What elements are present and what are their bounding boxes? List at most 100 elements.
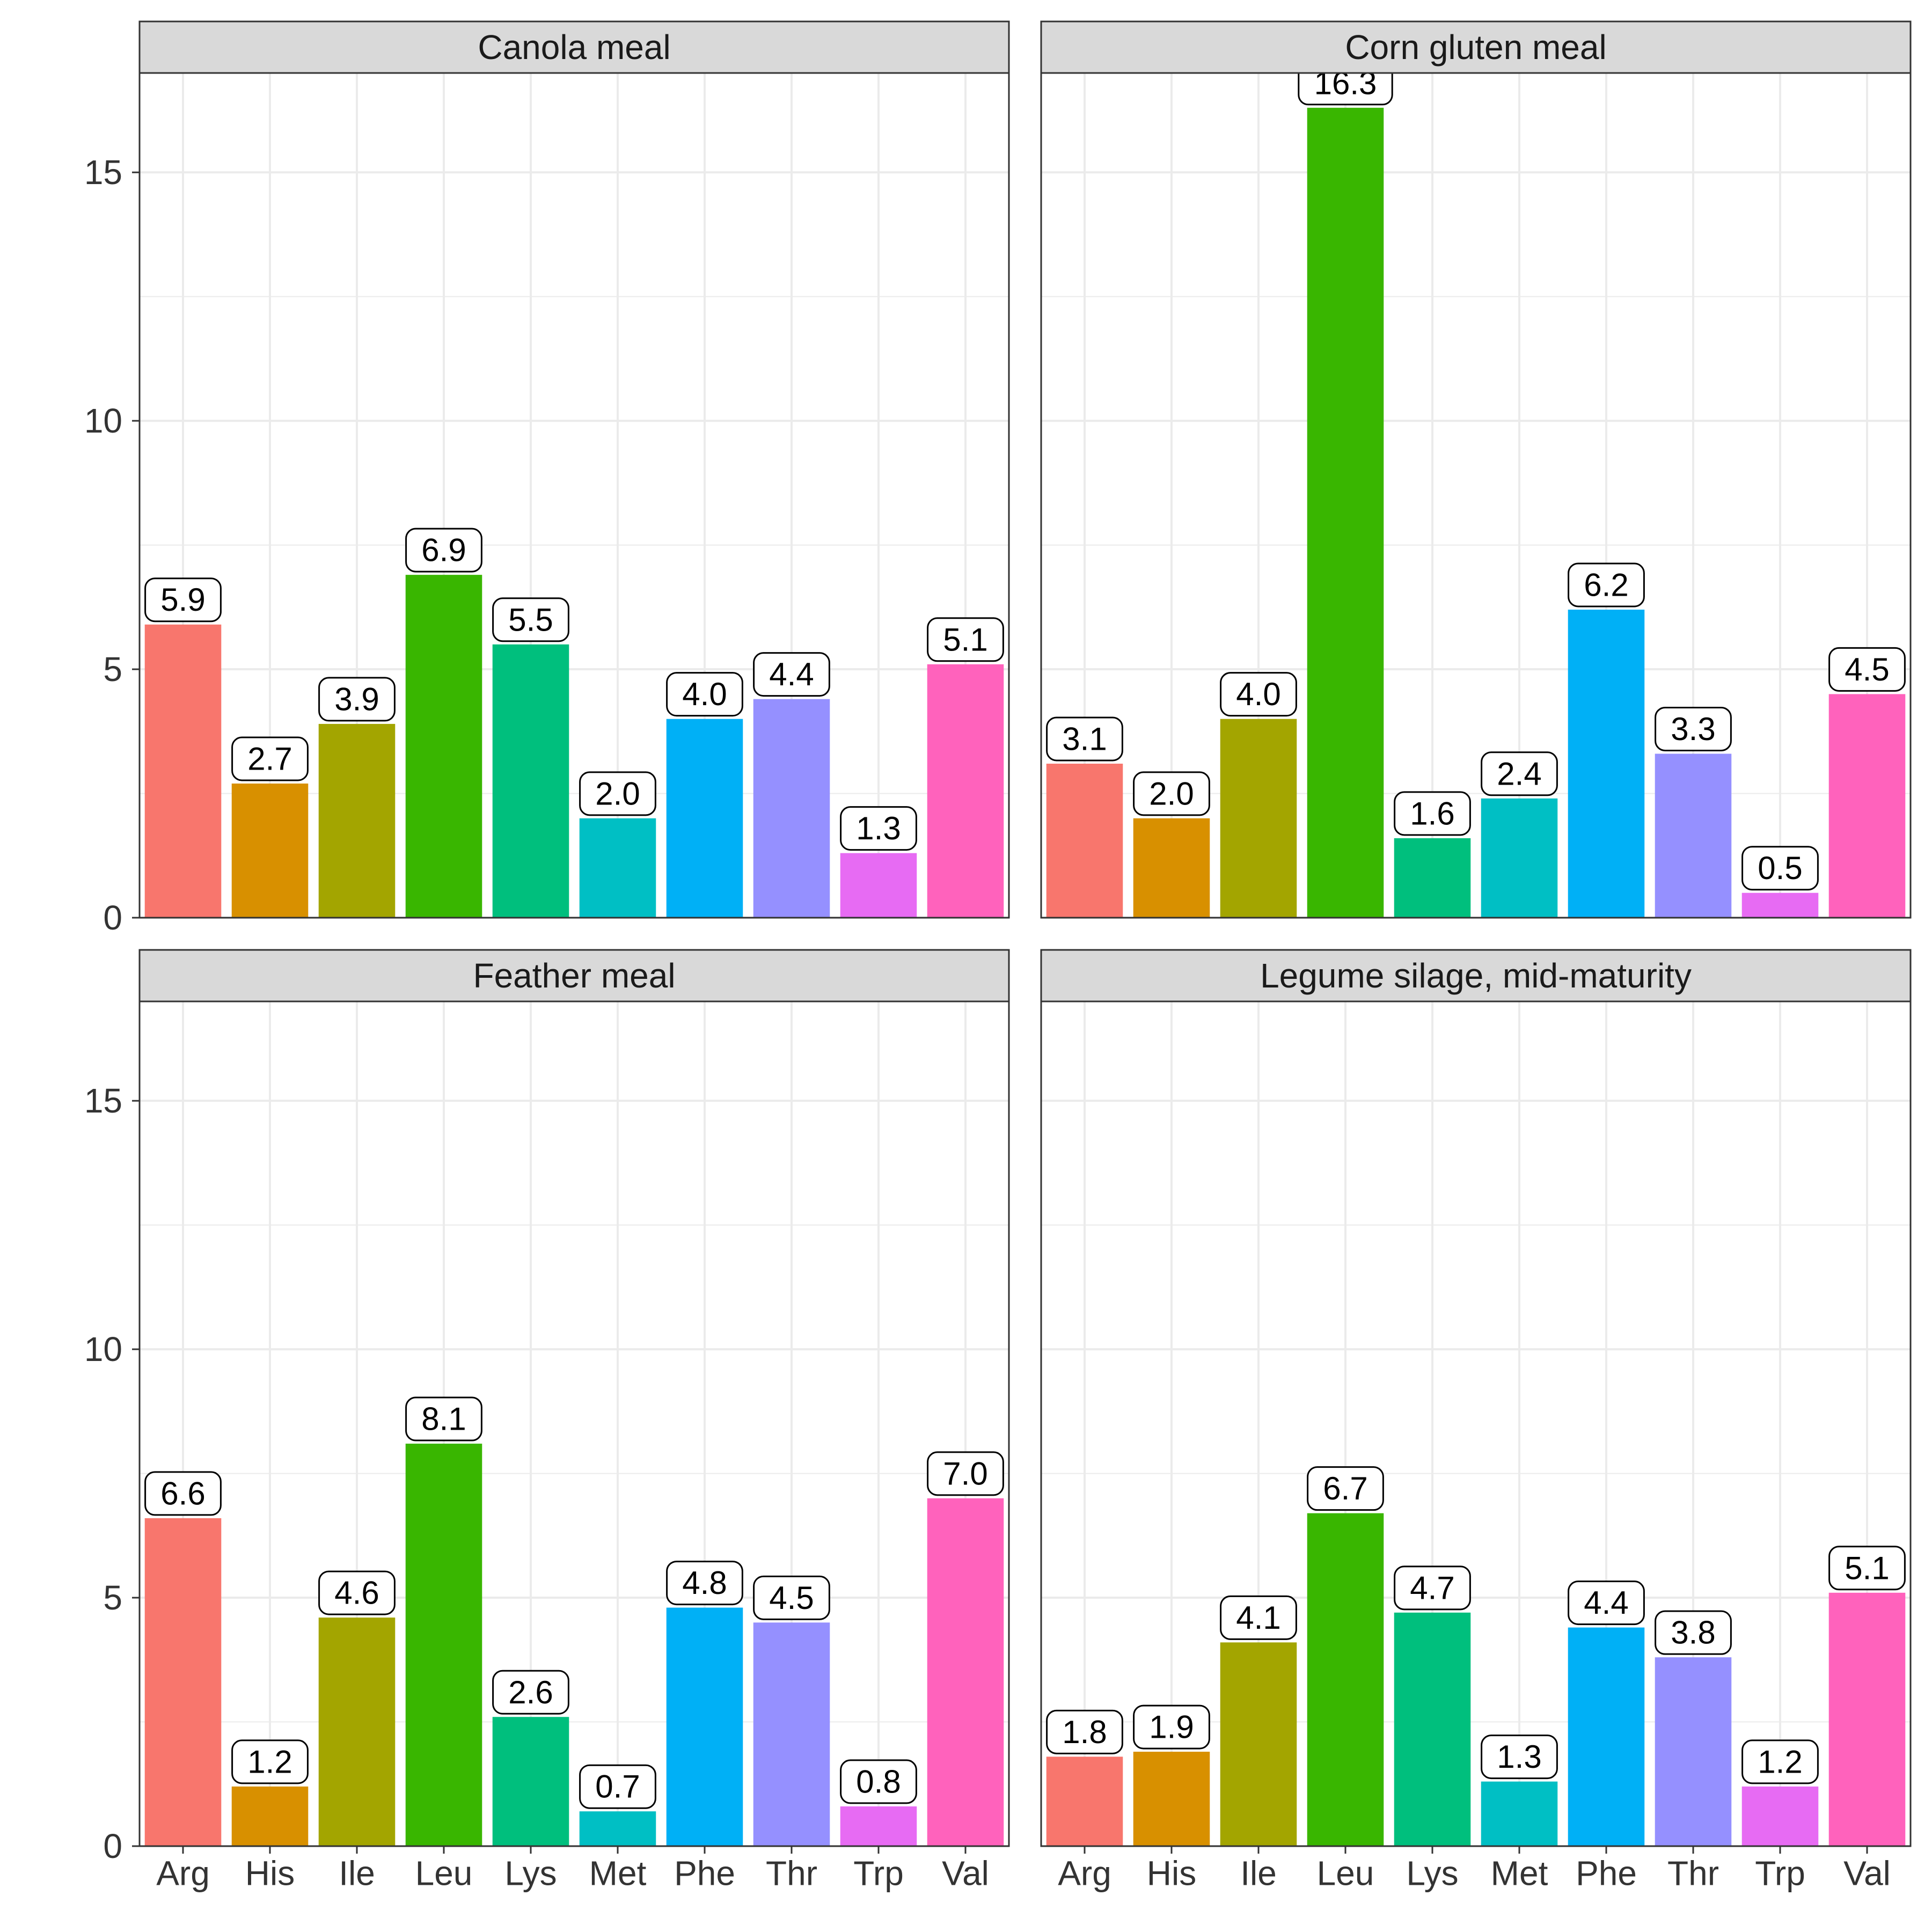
- x-tick-label: Met: [1491, 1854, 1548, 1892]
- bar-arg: [1046, 1757, 1123, 1846]
- value-label-text: 2.7: [247, 741, 292, 777]
- value-label-text: 4.6: [334, 1575, 379, 1611]
- bar-arg: [145, 625, 222, 918]
- value-label-text: 4.7: [1410, 1570, 1454, 1606]
- value-label-text: 5.5: [508, 602, 553, 638]
- value-label-text: 3.9: [334, 681, 379, 717]
- x-tick-label: Phe: [674, 1854, 735, 1892]
- value-label-text: 0.5: [1758, 850, 1802, 886]
- value-label-text: 1.6: [1410, 795, 1454, 831]
- bar-phe: [1568, 1628, 1645, 1846]
- value-label-text: 2.6: [508, 1674, 553, 1710]
- value-label-text: 5.9: [160, 582, 205, 618]
- value-label-text: 6.2: [1584, 567, 1628, 603]
- bar-leu: [406, 575, 482, 918]
- value-label-text: 1.2: [247, 1744, 292, 1780]
- value-label-text: 4.0: [682, 676, 727, 712]
- bar-val: [927, 664, 1004, 918]
- x-tick-label: Trp: [1755, 1854, 1805, 1892]
- value-label-text: 5.1: [943, 621, 987, 657]
- value-label-text: 3.3: [1671, 711, 1715, 747]
- y-tick-label: 10: [84, 401, 122, 440]
- y-tick-label: 15: [84, 1081, 122, 1120]
- bar-trp: [840, 853, 917, 918]
- value-label-text: 2.0: [595, 775, 640, 811]
- x-tick-label: Trp: [853, 1854, 904, 1892]
- y-tick-label: 0: [103, 1827, 122, 1865]
- chart-svg: 5.92.73.96.95.52.04.04.41.35.1Canola mea…: [0, 0, 1932, 1932]
- x-tick-label: Thr: [766, 1854, 817, 1892]
- bar-thr: [1655, 1657, 1732, 1846]
- facet-title: Corn gluten meal: [1345, 28, 1606, 67]
- value-label-text: 4.0: [1236, 676, 1280, 712]
- value-label-text: 4.5: [769, 1580, 814, 1616]
- bar-lys: [493, 645, 569, 918]
- bar-thr: [753, 1622, 830, 1846]
- bar-thr: [1655, 753, 1732, 918]
- bar-his: [1133, 818, 1210, 918]
- bar-met: [580, 1811, 656, 1846]
- bar-trp: [1742, 1787, 1819, 1846]
- facet-title: Legume silage, mid-maturity: [1260, 956, 1692, 995]
- bar-met: [1481, 1782, 1558, 1846]
- bar-ile: [319, 1618, 396, 1846]
- bar-met: [1481, 799, 1558, 918]
- y-tick-label: 5: [103, 1578, 122, 1617]
- value-label-text: 6.9: [421, 532, 466, 568]
- bar-his: [232, 784, 309, 918]
- value-label-text: 1.9: [1149, 1709, 1194, 1745]
- x-tick-label: Leu: [415, 1854, 473, 1892]
- value-label-text: 8.1: [421, 1401, 466, 1437]
- value-label-text: 7.0: [943, 1455, 987, 1491]
- x-tick-label: Arg: [156, 1854, 210, 1892]
- value-label-text: 2.0: [1149, 775, 1194, 811]
- bar-his: [1133, 1752, 1210, 1846]
- facet-panel: 1.81.94.16.74.71.34.43.81.25.1Legume sil…: [1041, 950, 1911, 1892]
- bar-arg: [145, 1518, 222, 1846]
- y-tick-label: 15: [84, 153, 122, 192]
- value-label-text: 0.7: [595, 1769, 640, 1805]
- value-label-text: 2.4: [1497, 756, 1541, 792]
- x-tick-label: Val: [1843, 1854, 1891, 1892]
- bar-ile: [1220, 1642, 1297, 1846]
- value-label-text: 4.8: [682, 1565, 727, 1601]
- value-label-text: 1.3: [1497, 1739, 1541, 1775]
- value-label-text: 4.5: [1845, 652, 1889, 687]
- x-tick-label: Met: [589, 1854, 647, 1892]
- bar-his: [232, 1787, 309, 1846]
- x-tick-label: Arg: [1058, 1854, 1111, 1892]
- bar-trp: [840, 1806, 917, 1846]
- value-label-text: 3.1: [1062, 721, 1107, 757]
- value-label-text: 4.4: [769, 656, 814, 692]
- bar-phe: [667, 1608, 743, 1846]
- value-label-text: 0.8: [856, 1763, 901, 1799]
- bar-lys: [1394, 1613, 1471, 1846]
- y-tick-label: 0: [103, 898, 122, 937]
- x-tick-label: Ile: [339, 1854, 375, 1892]
- bar-ile: [319, 724, 396, 918]
- bar-phe: [667, 719, 743, 918]
- value-label-text: 6.7: [1323, 1470, 1367, 1506]
- bar-val: [927, 1498, 1004, 1846]
- x-tick-label: Lys: [1406, 1854, 1458, 1892]
- facet-panel: 5.92.73.96.95.52.04.04.41.35.1Canola mea…: [84, 21, 1009, 937]
- value-label-text: 1.3: [856, 810, 901, 846]
- bar-lys: [493, 1717, 569, 1846]
- bar-leu: [1307, 108, 1384, 918]
- value-label-text: 1.2: [1758, 1744, 1802, 1780]
- x-tick-label: Lys: [504, 1854, 557, 1892]
- bar-met: [580, 818, 656, 918]
- bar-leu: [1307, 1513, 1384, 1846]
- value-label-text: 4.1: [1236, 1600, 1280, 1636]
- facet-panel: 3.12.04.016.31.62.46.23.30.54.5Corn glut…: [1041, 21, 1911, 918]
- x-tick-label: Ile: [1240, 1854, 1277, 1892]
- x-tick-label: Leu: [1317, 1854, 1374, 1892]
- bar-leu: [406, 1444, 482, 1846]
- bar-thr: [753, 699, 830, 918]
- bar-arg: [1046, 764, 1123, 918]
- value-label-text: 6.6: [160, 1475, 205, 1511]
- value-label-text: 5.1: [1845, 1550, 1889, 1586]
- value-label-text: 3.8: [1671, 1615, 1715, 1651]
- bar-lys: [1394, 838, 1471, 918]
- bar-phe: [1568, 610, 1645, 918]
